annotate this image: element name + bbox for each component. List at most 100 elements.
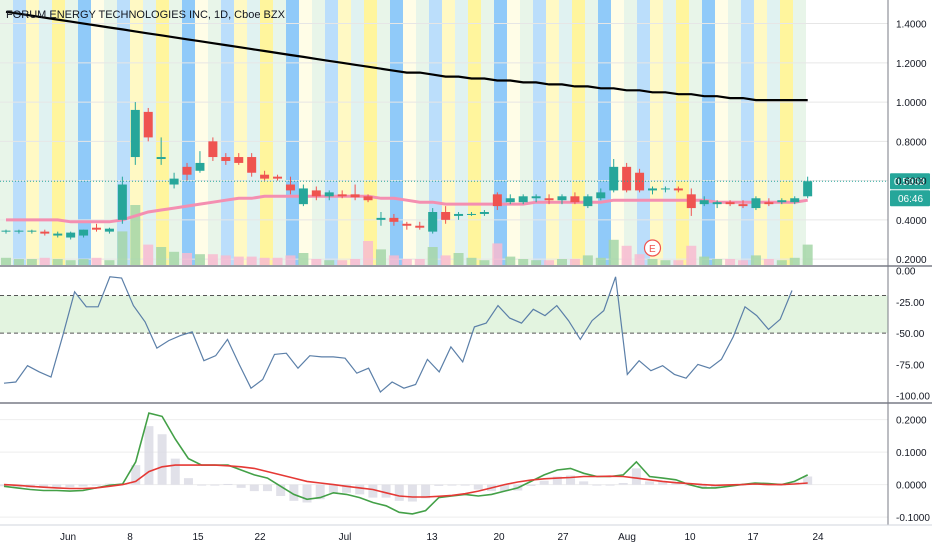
background-stripe: [546, 0, 559, 265]
candle-body: [583, 196, 593, 207]
volume-bar: [673, 260, 684, 265]
background-stripe: [0, 0, 13, 265]
ppo-histogram-bar: [197, 484, 207, 486]
ppo-histogram-bar: [104, 483, 114, 485]
volume-bar: [401, 259, 412, 265]
volume-bar: [531, 260, 542, 265]
candle-body: [622, 166, 632, 191]
ppo-histogram-bar: [407, 484, 417, 502]
volume-bar: [569, 259, 580, 265]
candle-body: [402, 223, 412, 226]
volume-bar: [388, 255, 399, 265]
ppo-histogram-bar: [170, 458, 180, 485]
ppo-histogram-bar: [223, 483, 233, 485]
volume-bar: [802, 244, 813, 265]
ppo-histogram-bar: [249, 484, 259, 492]
candle-body: [273, 176, 283, 179]
background-stripe: [507, 0, 520, 265]
volume-bar: [272, 257, 283, 265]
candle-body: [14, 230, 24, 232]
volume-bar: [660, 260, 671, 265]
volume-bar: [39, 257, 50, 265]
background-stripe: [442, 0, 455, 265]
volume-bar: [143, 244, 154, 265]
candle-body: [479, 212, 489, 214]
background-stripe: [780, 0, 793, 265]
background-stripe: [195, 0, 208, 265]
background-stripe: [520, 0, 533, 265]
volume-bar: [13, 259, 24, 265]
volume-bar: [608, 239, 619, 265]
x-tick-label: 22: [254, 532, 266, 543]
volume-bar: [52, 259, 63, 265]
countdown-tag: [890, 190, 930, 207]
candle-body: [686, 194, 696, 209]
background-stripe: [663, 0, 676, 265]
candle-body: [79, 229, 89, 236]
candle-body: [376, 217, 386, 220]
candle-body: [777, 200, 787, 203]
ppo-histogram-bar: [473, 484, 483, 490]
ppo-histogram-bar: [78, 484, 88, 487]
candle-body: [53, 233, 63, 236]
background-stripe: [39, 0, 52, 265]
candle-body: [260, 174, 270, 179]
background-stripe: [650, 0, 663, 265]
background-stripe: [221, 0, 234, 265]
ppo-histogram-bar: [605, 484, 615, 486]
ppo-histogram-bar: [460, 484, 470, 486]
candle-body: [350, 194, 360, 198]
background-stripe: [572, 0, 585, 265]
candlesticks: [1, 102, 813, 240]
volume-bar: [207, 254, 218, 265]
ppo-histogram-bar: [381, 484, 391, 498]
background-stripe: [104, 0, 117, 265]
candle-body: [544, 198, 554, 201]
ppo-y-tick-label: -0.1000: [896, 513, 930, 524]
background-stripe: [325, 0, 338, 265]
volume-bar: [311, 259, 322, 265]
chart-title: FORUM ENERGY TECHNOLOGIES INC, 1D, Cboe …: [6, 9, 286, 21]
volume-bar: [440, 255, 451, 265]
volume-bar: [699, 256, 710, 265]
background-stripe: [260, 0, 273, 265]
ppo-histogram-bar: [618, 483, 628, 485]
candle-body: [324, 192, 334, 197]
background-stripe: [533, 0, 546, 265]
background-stripe: [390, 0, 403, 265]
candle-body: [389, 217, 399, 222]
background-stripe: [689, 0, 702, 265]
ppo-y-tick-label: 0.1000: [896, 448, 927, 459]
ppo-histogram-bar: [394, 484, 404, 501]
ppo-histogram-bar: [289, 484, 299, 501]
ppo-histogram-bar: [52, 484, 62, 488]
background-stripe: [234, 0, 247, 265]
ppo-ppo-line: [3, 412, 809, 515]
candle-body: [699, 200, 709, 205]
price-y-tick-label: 1.4000: [896, 20, 927, 31]
earnings-marker-label: E: [649, 244, 656, 255]
candle-body: [660, 188, 670, 190]
volume-bar: [324, 260, 335, 265]
williams-r-panel: [0, 276, 888, 393]
volume-bar: [350, 259, 361, 265]
background-stripe: [52, 0, 65, 265]
candle-body: [751, 198, 761, 209]
background-stripe: [754, 0, 767, 265]
candle-body: [725, 202, 735, 205]
candle-body: [518, 196, 528, 203]
background-stripe: [715, 0, 728, 265]
ppo-histogram-bar: [658, 481, 668, 485]
williams-y-tick-label: 0.00: [896, 267, 916, 278]
background-stripe: [156, 0, 169, 265]
background-stripe: [91, 0, 104, 265]
volume-bar: [169, 251, 180, 265]
background-stripe: [169, 0, 182, 265]
last-price-tag: [890, 173, 930, 190]
price-y-tick-label: 1.2000: [896, 59, 927, 70]
ppo-histogram-bar: [803, 476, 813, 485]
earnings-marker: [643, 239, 662, 257]
volume-bar: [686, 245, 697, 265]
